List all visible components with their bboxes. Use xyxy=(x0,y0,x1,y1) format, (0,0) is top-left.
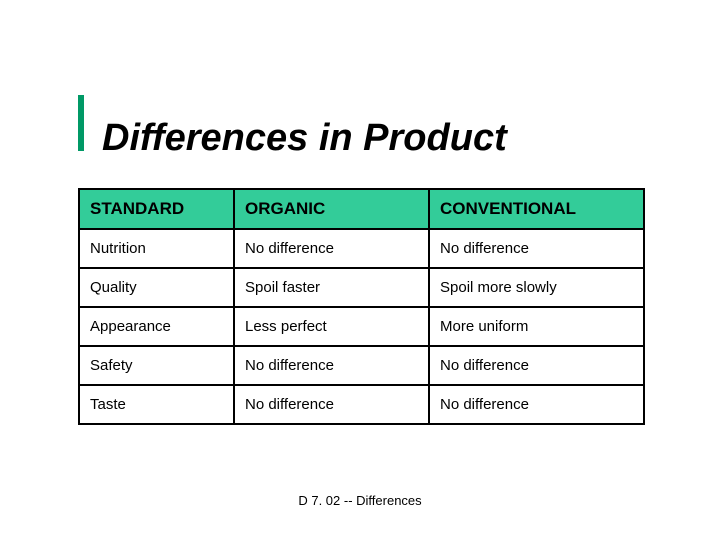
table-row: Quality Spoil faster Spoil more slowly xyxy=(79,268,644,307)
cell-conventional: Spoil more slowly xyxy=(429,268,644,307)
cell-organic: Spoil faster xyxy=(234,268,429,307)
cell-standard: Appearance xyxy=(79,307,234,346)
col-header-conventional: CONVENTIONAL xyxy=(429,189,644,229)
col-header-standard: STANDARD xyxy=(79,189,234,229)
slide-title: Differences in Product xyxy=(102,119,507,157)
cell-conventional: No difference xyxy=(429,385,644,424)
comparison-table: STANDARD ORGANIC CONVENTIONAL Nutrition … xyxy=(78,188,645,425)
cell-organic: Less perfect xyxy=(234,307,429,346)
cell-organic: No difference xyxy=(234,346,429,385)
title-block: Differences in Product xyxy=(78,95,507,157)
table-row: Appearance Less perfect More uniform xyxy=(79,307,644,346)
table-row: Taste No difference No difference xyxy=(79,385,644,424)
cell-conventional: No difference xyxy=(429,229,644,268)
cell-standard: Taste xyxy=(79,385,234,424)
cell-organic: No difference xyxy=(234,229,429,268)
cell-standard: Nutrition xyxy=(79,229,234,268)
cell-conventional: More uniform xyxy=(429,307,644,346)
table-row: Nutrition No difference No difference xyxy=(79,229,644,268)
col-header-organic: ORGANIC xyxy=(234,189,429,229)
cell-standard: Safety xyxy=(79,346,234,385)
cell-standard: Quality xyxy=(79,268,234,307)
table-row: Safety No difference No difference xyxy=(79,346,644,385)
table-header-row: STANDARD ORGANIC CONVENTIONAL xyxy=(79,189,644,229)
slide-footer: D 7. 02 -- Differences xyxy=(0,493,720,508)
cell-organic: No difference xyxy=(234,385,429,424)
cell-conventional: No difference xyxy=(429,346,644,385)
accent-bar xyxy=(78,95,84,151)
